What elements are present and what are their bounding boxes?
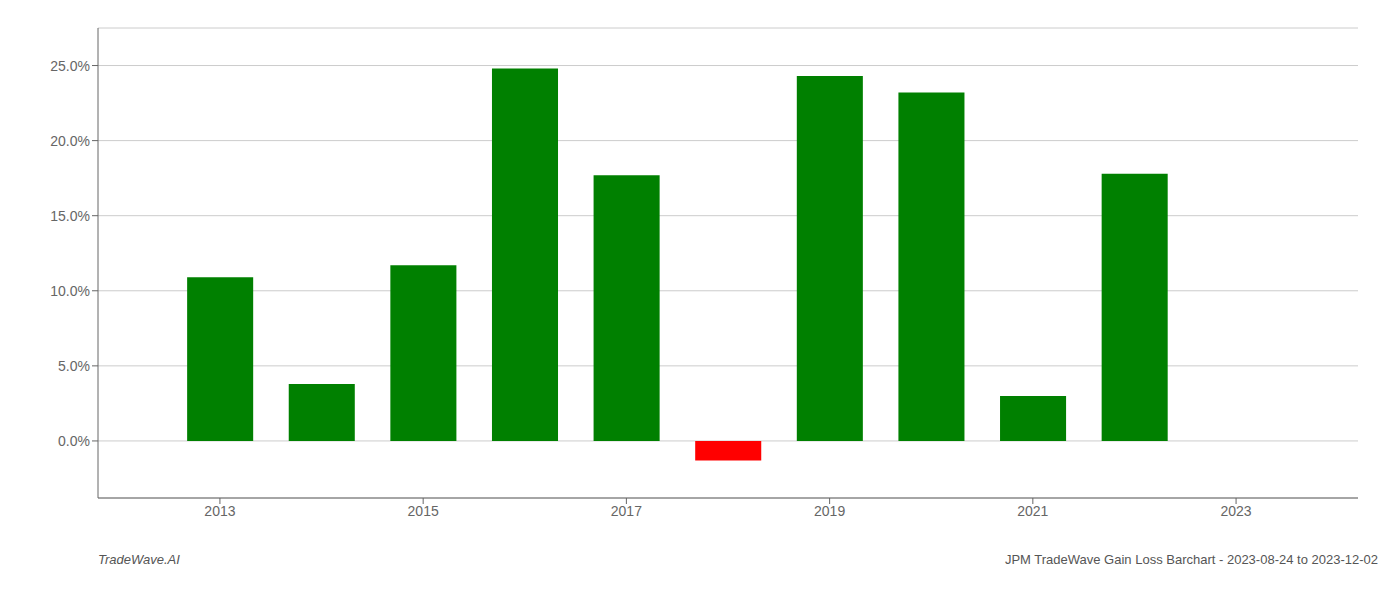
svg-text:2017: 2017 (611, 503, 642, 519)
svg-text:10.0%: 10.0% (50, 283, 90, 299)
svg-text:5.0%: 5.0% (58, 358, 90, 374)
svg-text:2019: 2019 (814, 503, 845, 519)
svg-text:15.0%: 15.0% (50, 208, 90, 224)
svg-text:2023: 2023 (1220, 503, 1251, 519)
svg-text:2021: 2021 (1017, 503, 1048, 519)
svg-text:2015: 2015 (408, 503, 439, 519)
svg-text:20.0%: 20.0% (50, 133, 90, 149)
svg-text:25.0%: 25.0% (50, 58, 90, 74)
svg-text:2013: 2013 (204, 503, 235, 519)
html-text:TradeWave.AI: TradeWave.AI (98, 552, 180, 567)
svg-text:0.0%: 0.0% (58, 433, 90, 449)
html-text:JPM TradeWave Gain Loss Barcha: JPM TradeWave Gain Loss Barchart - 2023-… (1004, 552, 1378, 567)
